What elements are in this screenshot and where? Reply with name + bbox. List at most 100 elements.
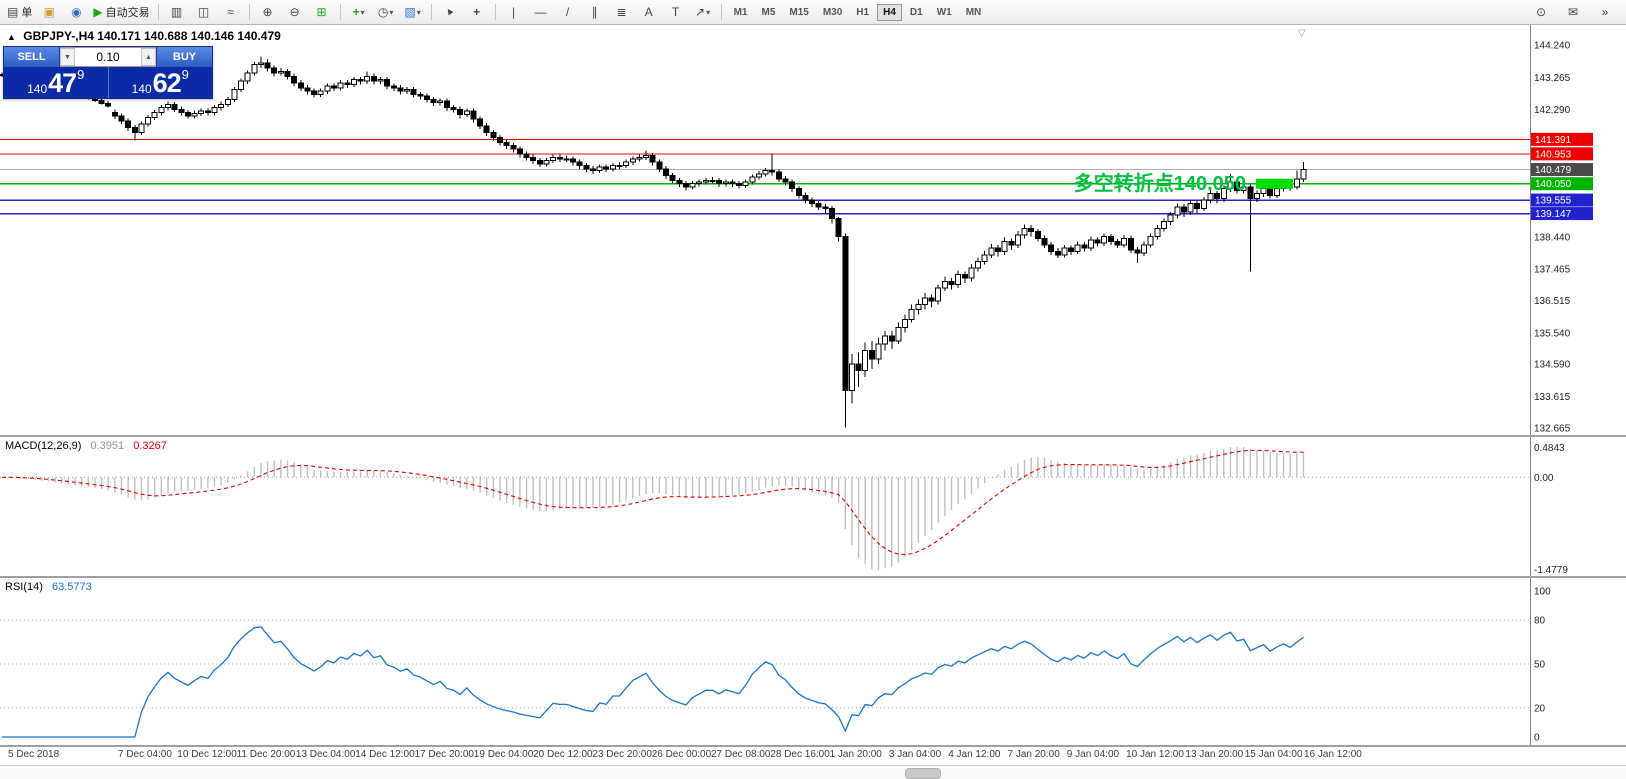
timeframe-mn[interactable]: MN — [965, 6, 982, 18]
volume-decrease-button[interactable]: ▼ — [60, 48, 75, 66]
line-chart-button[interactable]: ≈ — [218, 2, 244, 22]
horizontal-line-icon: — — [534, 5, 547, 19]
cursor-tool-button[interactable]: ▲ — [437, 2, 463, 22]
ask-pipette: 9 — [181, 67, 189, 82]
orders-button[interactable]: ▣ — [36, 2, 62, 22]
timeframe-m1[interactable]: M1 — [733, 6, 748, 18]
arrow-object-icon: ↗ — [695, 5, 706, 19]
toolbar-separator — [720, 4, 722, 20]
search-icon: ⊙ — [1535, 5, 1547, 19]
time-axis-label: 13 Jan 20:00 — [1185, 749, 1244, 760]
buy-button[interactable]: BUY — [156, 47, 212, 67]
toolbar-separator — [494, 4, 496, 20]
rsi-name: RSI(14) — [5, 581, 43, 593]
timeframe-d1[interactable]: D1 — [909, 6, 923, 18]
zoom-out-button[interactable]: ⊖ — [282, 2, 308, 22]
label-tool-button[interactable]: T — [663, 2, 689, 22]
toolbar-overflow-button[interactable]: » — [1592, 2, 1618, 22]
messages-button[interactable]: ✉ — [1560, 2, 1586, 22]
rsi-axis-label: 20 — [1534, 703, 1546, 714]
time-axis-label: 5 Dec 2018 — [8, 749, 60, 760]
indicators-button[interactable]: + ▾ — [346, 2, 372, 22]
zoom-in-icon: ⊕ — [262, 5, 273, 19]
green-zone-annotation[interactable] — [1256, 178, 1293, 189]
timeframe-m30[interactable]: M30 — [822, 6, 843, 18]
search-edit-button[interactable]: ⊙ — [1528, 2, 1554, 22]
bar-chart-icon: ▥ — [170, 5, 183, 19]
fibonacci-tool-button[interactable]: ≣ — [609, 2, 635, 22]
price-chart[interactable]: 144.240 143.265 142.290 138.440 137.465 136.5… — [0, 25, 1626, 435]
panel-divider[interactable] — [0, 576, 1626, 578]
scrollbar-thumb[interactable] — [905, 768, 941, 779]
toolbar: ▤ 单 ▣ ◉ ▶ 自动交易 ▥ ◫ ≈ ⊕ ⊖ ⊞ + ▾ ◷ ▾ ▧ — [0, 0, 1626, 25]
volume-increase-button[interactable]: ▲ — [141, 48, 156, 66]
profile-button[interactable]: ◉ — [63, 2, 89, 22]
timeframe-h4[interactable]: H4 — [877, 3, 902, 21]
macd-panel[interactable]: 0.4843 0.00 -1.4779 — [0, 437, 1626, 576]
candles — [0, 56, 1307, 428]
arrows-tool-button[interactable]: ↗ ▾ — [690, 2, 716, 22]
price-tag-label: 139.555 — [1535, 196, 1572, 207]
price-tag-label: 141.391 — [1535, 135, 1572, 146]
timeframe-m15[interactable]: M15 — [789, 6, 809, 18]
timeframe-m5[interactable]: M5 — [761, 6, 776, 18]
price-tag — [1531, 193, 1593, 207]
vertical-line-icon: | — [512, 5, 516, 19]
bar-chart-button[interactable]: ▥ — [164, 2, 190, 22]
toolbar-separator — [248, 4, 250, 20]
bid-big-digits: 47 — [48, 68, 77, 98]
time-axis[interactable]: 5 Dec 2018 7 Dec 04:00 10 Dec 12:00 11 Dec … — [0, 747, 1626, 763]
time-axis-label: 11 Dec 20:00 — [236, 749, 296, 760]
templates-button[interactable]: ▧ ▾ — [400, 2, 426, 22]
toolbar-right-group: ⊙ ✉ » — [1528, 2, 1622, 22]
price-divider — [107, 67, 109, 98]
collapse-panel-icon[interactable]: ▲ — [7, 32, 16, 42]
ask-big-digits: 62 — [152, 68, 182, 98]
tile-windows-button[interactable]: ⊞ — [309, 2, 335, 22]
time-axis-label: 7 Jan 20:00 — [1007, 749, 1060, 760]
price-tag-label: 140.953 — [1535, 149, 1572, 160]
candlestick-icon: ◫ — [197, 5, 210, 19]
autotrading-label: 自动交易 — [105, 7, 150, 19]
macd-label: MACD(12,26,9) 0.3951 0.3267 — [5, 440, 167, 452]
rsi-value: 63.5773 — [51, 581, 92, 593]
new-order-button[interactable]: ▤ 单 — [4, 2, 35, 22]
text-tool-button[interactable]: A — [636, 2, 662, 22]
channel-tool-button[interactable]: ∥ — [582, 2, 608, 22]
rsi-axis-label: 100 — [1534, 587, 1551, 598]
y-axis-label: 134.590 — [1534, 360, 1571, 371]
time-axis-label: 27 Dec 08:00 — [711, 749, 771, 760]
y-axis-label: 137.465 — [1534, 265, 1571, 276]
zoom-in-button[interactable]: ⊕ — [255, 2, 281, 22]
orders-icon: ▣ — [43, 5, 56, 19]
rsi-panel[interactable]: 100 80 50 20 0 — [0, 578, 1626, 745]
candlestick-chart-button[interactable]: ◫ — [191, 2, 217, 22]
autotrading-button[interactable]: ▶ 自动交易 — [90, 2, 152, 22]
periods-button[interactable]: ◷ ▾ — [373, 2, 399, 22]
volume-value[interactable]: 0.10 — [96, 50, 120, 64]
sell-button[interactable]: SELL — [4, 47, 60, 67]
timeframe-h1[interactable]: H1 — [856, 6, 870, 18]
panel-divider — [0, 745, 1626, 747]
time-axis-label: 7 Dec 04:00 — [118, 749, 172, 760]
trendline-tool-button[interactable]: / — [555, 2, 581, 22]
bid-pipette: 9 — [77, 67, 85, 82]
zoom-out-icon: ⊖ — [289, 5, 300, 19]
timeframe-w1[interactable]: W1 — [936, 6, 952, 18]
label-icon: T — [671, 5, 680, 19]
bid-price[interactable]: 140 47 9 — [4, 67, 108, 98]
symbol-ohlc-text: GBPJPY-,H4 140.171 140.688 140.146 140.4… — [23, 29, 281, 43]
vertical-line-tool-button[interactable]: | — [501, 2, 527, 22]
horizontal-line-tool-button[interactable]: — — [528, 2, 554, 22]
time-axis-label: 14 Dec 12:00 — [355, 749, 415, 760]
ask-prefix: 140 — [131, 82, 152, 96]
y-axis-label: 144.240 — [1534, 41, 1571, 52]
chevron-down-icon: ▾ — [389, 7, 394, 17]
y-axis-label: 143.265 — [1534, 73, 1571, 84]
panel-divider[interactable] — [0, 435, 1626, 437]
rsi-axis-label: 50 — [1534, 660, 1546, 671]
time-axis-label: 10 Dec 12:00 — [177, 749, 237, 760]
ask-price[interactable]: 140 62 9 — [109, 67, 213, 98]
crosshair-tool-button[interactable]: + — [464, 2, 490, 22]
price-tag — [1531, 177, 1593, 191]
